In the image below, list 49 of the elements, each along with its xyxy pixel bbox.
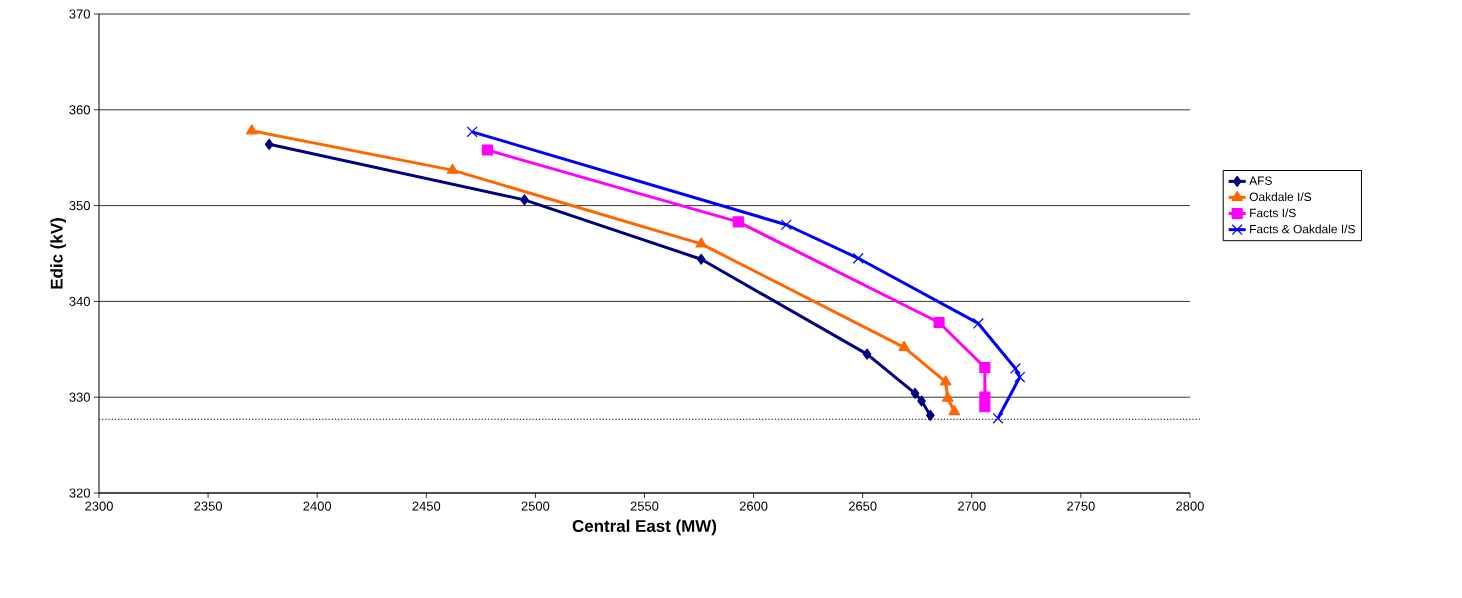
legend-label: Facts I/S — [1250, 208, 1296, 218]
point — [245, 124, 258, 135]
point — [933, 316, 945, 329]
point — [948, 404, 961, 416]
point — [979, 361, 991, 374]
y-axis-title: Edic (kV) — [50, 218, 67, 289]
x-tick-label: 2500 — [521, 501, 550, 511]
y-tick-label: 330 — [69, 392, 90, 402]
x-tick-label: 2350 — [194, 501, 222, 511]
x-tick-label: 2400 — [303, 501, 332, 511]
point — [917, 395, 926, 407]
legend-label: Oakdale I/S — [1249, 192, 1312, 202]
y-tick-label: 360 — [69, 105, 90, 115]
point — [466, 126, 478, 138]
x-tick-label: 2650 — [848, 501, 877, 511]
x-tick-label: 2450 — [412, 501, 441, 511]
point — [696, 253, 706, 265]
point — [852, 252, 864, 264]
y-tick-label: 340 — [69, 296, 90, 306]
x-tick-label: 2750 — [1067, 501, 1095, 511]
point — [446, 163, 459, 174]
point — [1009, 362, 1021, 374]
point — [732, 216, 744, 228]
point — [925, 409, 935, 421]
legend-label: AFS — [1249, 176, 1272, 185]
point — [780, 219, 792, 231]
y-tick-label: 350 — [69, 201, 90, 211]
y-tick-label: 320 — [69, 488, 90, 498]
point — [520, 194, 529, 206]
point — [695, 237, 707, 248]
x-tick-label: 2550 — [630, 501, 659, 511]
point — [992, 412, 1004, 424]
point — [898, 340, 910, 351]
point — [1014, 371, 1026, 383]
point — [910, 387, 920, 399]
x-tick-label: 2800 — [1176, 501, 1204, 511]
point — [979, 401, 991, 413]
x-tick-label: 2300 — [85, 501, 113, 511]
legend-label: Facts & Oakdale I/S — [1250, 224, 1355, 234]
point — [481, 144, 493, 156]
point — [862, 348, 872, 360]
x-axis-title: Central East (MW) — [572, 519, 717, 536]
x-tick-label: 2600 — [739, 501, 768, 511]
x-tick-label: 2700 — [958, 501, 986, 511]
point — [939, 375, 952, 386]
point — [942, 391, 954, 402]
point — [264, 138, 274, 150]
y-tick-label: 370 — [69, 9, 90, 19]
point — [972, 317, 984, 329]
